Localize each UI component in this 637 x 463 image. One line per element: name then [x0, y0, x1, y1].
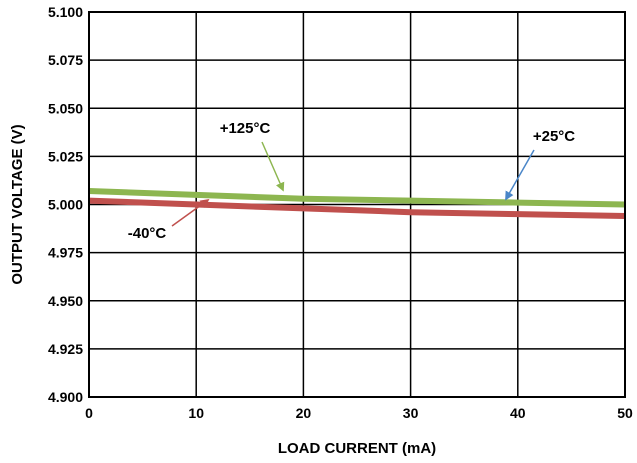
y-tick-label: 4.900 [48, 389, 83, 405]
y-tick-label: 5.075 [48, 52, 83, 68]
y-tick-label: 5.100 [48, 4, 83, 20]
x-tick-label: 30 [403, 405, 419, 421]
series-line-0 [88, 188, 626, 208]
annotation-arrow [261, 141, 285, 192]
series-layer [88, 188, 626, 220]
y-tick-label: 4.950 [48, 293, 83, 309]
annotations: +125°C +25°C -40°C [128, 120, 576, 242]
y-tick-label: 4.975 [48, 245, 83, 261]
series-label: +25°C [533, 128, 575, 145]
x-tick-label: 50 [617, 405, 633, 421]
annotation-arrow [505, 149, 535, 201]
y-axis-label: OUTPUT VOLTAGE (V) [9, 124, 26, 284]
y-tick-label: 5.025 [48, 148, 83, 164]
annotation-arrow [171, 198, 210, 227]
series-label: -40°C [128, 225, 167, 242]
y-tick-labels: 4.900 4.925 4.950 4.975 5.000 5.025 5.050 5.075… [48, 4, 83, 405]
y-tick-label: 4.925 [48, 341, 83, 357]
series-label: +125°C [220, 120, 271, 137]
x-tick-label: 40 [510, 405, 526, 421]
x-tick-label: 10 [188, 405, 204, 421]
x-tick-label: 0 [85, 405, 93, 421]
x-axis-label: LOAD CURRENT (mA) [278, 440, 436, 457]
x-tick-label: 20 [296, 405, 312, 421]
x-tick-labels: 0 10 20 30 40 50 [85, 405, 633, 421]
y-tick-label: 5.000 [48, 197, 83, 213]
plot-frame [88, 11, 626, 398]
series-line-2 [88, 197, 626, 220]
y-tick-label: 5.050 [48, 100, 83, 116]
